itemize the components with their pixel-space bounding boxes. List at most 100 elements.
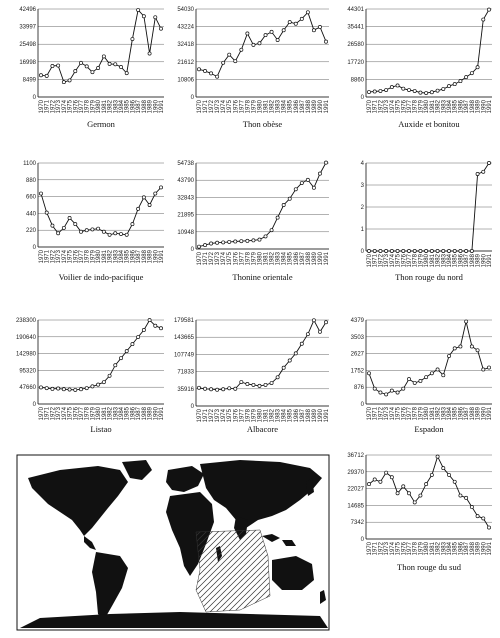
x-tick-label: 1986 xyxy=(458,99,464,113)
data-point xyxy=(124,349,129,354)
x-tick-label: 1978 xyxy=(85,99,91,113)
y-tick-label: 71833 xyxy=(177,370,194,376)
data-point xyxy=(464,495,469,500)
x-tick-label: 1984 xyxy=(447,406,453,420)
x-tick-label: 1974 xyxy=(62,99,68,113)
chart-title: Thon obèse xyxy=(243,119,283,129)
x-tick-label: 1986 xyxy=(130,406,136,420)
x-tick-label: 1990 xyxy=(318,408,324,422)
data-point xyxy=(458,79,463,84)
x-tick-label: 1978 xyxy=(245,251,251,265)
x-tick-label: 1990 xyxy=(153,406,159,420)
data-point xyxy=(401,86,406,91)
data-point xyxy=(141,328,146,332)
data-point xyxy=(227,386,232,391)
data-point xyxy=(239,239,244,244)
data-point xyxy=(367,482,371,487)
x-tick-label: 1976 xyxy=(401,406,407,420)
data-point xyxy=(407,249,411,253)
x-tick-label: 1976 xyxy=(73,99,79,113)
y-tick-label: 43224 xyxy=(177,25,194,31)
x-tick-label: 1971 xyxy=(373,99,379,113)
data-point xyxy=(159,26,163,31)
x-tick-label: 1976 xyxy=(73,249,79,263)
x-tick-label: 1982 xyxy=(436,406,442,420)
data-point xyxy=(367,371,371,376)
data-point xyxy=(209,387,214,392)
x-tick-label: 1988 xyxy=(470,253,476,267)
y-tick-label: 0 xyxy=(191,404,195,410)
data-point xyxy=(464,319,469,324)
data-point xyxy=(119,356,123,361)
data-point xyxy=(412,500,417,505)
y-tick-label: 35441 xyxy=(347,25,364,31)
data-point xyxy=(407,377,411,382)
x-tick-label: 1986 xyxy=(294,99,300,113)
y-tick-label: 54030 xyxy=(177,7,194,13)
data-point xyxy=(136,8,141,12)
x-tick-label: 1983 xyxy=(441,99,447,113)
data-point xyxy=(318,25,322,29)
x-tick-label: 1990 xyxy=(318,251,324,265)
x-tick-label: 1973 xyxy=(56,406,62,420)
data-point xyxy=(101,54,106,59)
data-point xyxy=(429,90,434,95)
data-point xyxy=(269,228,274,233)
x-tick-label: 1986 xyxy=(458,253,464,267)
data-point xyxy=(378,89,383,93)
data-point xyxy=(39,385,43,390)
x-tick-label: 1979 xyxy=(418,541,424,555)
x-tick-label: 1983 xyxy=(276,251,282,265)
data-point xyxy=(203,386,207,391)
data-point xyxy=(441,87,446,92)
x-tick-label: 1975 xyxy=(68,249,74,263)
x-tick-label: 1973 xyxy=(215,251,221,265)
landmass xyxy=(92,552,128,620)
series-line xyxy=(40,9,162,83)
x-tick-label: 1971 xyxy=(373,406,379,420)
landmass xyxy=(200,460,322,528)
x-tick-label: 1976 xyxy=(401,541,407,555)
series-line xyxy=(40,187,162,236)
data-point xyxy=(39,73,43,78)
data-point xyxy=(287,196,292,201)
data-point xyxy=(384,470,389,475)
y-tick-label: 880 xyxy=(26,178,37,184)
data-point xyxy=(372,249,377,253)
x-tick-label: 1971 xyxy=(373,541,379,555)
data-point xyxy=(281,365,286,370)
data-point xyxy=(56,386,61,391)
data-point xyxy=(113,231,118,236)
data-point xyxy=(287,358,292,363)
x-tick-label: 1970 xyxy=(197,408,203,422)
x-tick-label: 1990 xyxy=(318,99,324,113)
data-point xyxy=(435,249,440,253)
x-tick-label: 1988 xyxy=(306,251,312,265)
y-tick-label: 4379 xyxy=(351,318,365,324)
data-point xyxy=(90,384,95,389)
y-tick-label: 220 xyxy=(26,228,37,234)
x-tick-label: 1970 xyxy=(39,99,45,113)
y-tick-label: 95320 xyxy=(19,368,36,374)
y-tick-label: 3503 xyxy=(351,335,365,341)
data-point xyxy=(372,386,377,391)
x-tick-label: 1974 xyxy=(390,253,396,267)
data-point xyxy=(159,326,163,331)
y-tick-label: 0 xyxy=(361,249,365,255)
x-tick-label: 1980 xyxy=(257,99,263,113)
x-tick-label: 1977 xyxy=(239,251,245,265)
data-point xyxy=(67,78,72,83)
data-point xyxy=(389,249,394,253)
data-point xyxy=(233,386,238,391)
x-tick-label: 1987 xyxy=(300,251,306,265)
x-tick-label: 1972 xyxy=(50,249,56,263)
data-point xyxy=(119,65,123,69)
data-point xyxy=(447,472,451,477)
x-tick-label: 1972 xyxy=(378,99,384,113)
x-tick-label: 1977 xyxy=(407,99,413,113)
data-point xyxy=(487,365,491,370)
y-tick-label: 4 xyxy=(361,161,365,167)
data-point xyxy=(233,59,238,64)
